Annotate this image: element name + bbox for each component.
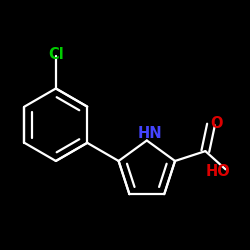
Text: HO: HO: [205, 164, 230, 180]
Text: O: O: [210, 116, 222, 131]
Text: HN: HN: [138, 126, 162, 142]
Text: Cl: Cl: [48, 47, 64, 62]
